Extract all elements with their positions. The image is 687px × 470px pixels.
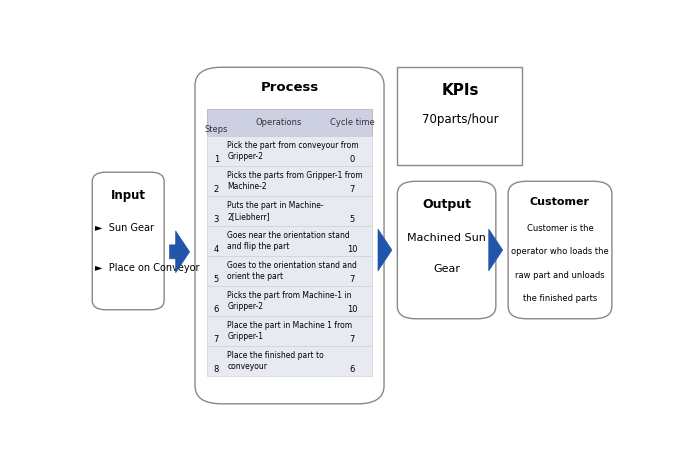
Text: 7: 7	[350, 185, 355, 194]
Text: 5: 5	[350, 215, 355, 224]
Text: 8: 8	[214, 365, 219, 374]
Text: Pick the part from conveyour from
Gripper-2: Pick the part from conveyour from Grippe…	[227, 141, 359, 161]
Text: 6: 6	[214, 305, 219, 314]
Text: raw part and unloads: raw part and unloads	[515, 271, 605, 280]
Text: Place the part in Machine 1 from
Gripper-1: Place the part in Machine 1 from Gripper…	[227, 321, 352, 341]
Text: Puts the part in Machine-
2[Liebherr]: Puts the part in Machine- 2[Liebherr]	[227, 201, 324, 221]
Text: 7: 7	[214, 335, 219, 344]
Text: 7: 7	[350, 275, 355, 284]
Text: Customer: Customer	[530, 197, 590, 207]
Text: 4: 4	[214, 245, 219, 254]
Text: Customer is the: Customer is the	[527, 224, 594, 233]
FancyBboxPatch shape	[207, 166, 372, 196]
Text: Output: Output	[422, 198, 471, 212]
Text: 7: 7	[350, 335, 355, 344]
FancyBboxPatch shape	[207, 196, 372, 226]
Text: Process: Process	[260, 81, 319, 94]
FancyBboxPatch shape	[207, 346, 372, 376]
Text: 3: 3	[214, 215, 219, 224]
Text: 70parts/hour: 70parts/hour	[422, 113, 498, 126]
FancyBboxPatch shape	[92, 172, 164, 310]
Text: 1: 1	[214, 155, 219, 164]
Text: Cycle time: Cycle time	[330, 118, 375, 127]
Text: Gear: Gear	[433, 264, 460, 274]
Text: 6: 6	[350, 365, 355, 374]
Text: KPIs: KPIs	[441, 83, 479, 98]
FancyBboxPatch shape	[207, 286, 372, 316]
FancyBboxPatch shape	[207, 256, 372, 286]
FancyBboxPatch shape	[207, 316, 372, 346]
Text: Goes near the orientation stand
and flip the part: Goes near the orientation stand and flip…	[227, 231, 350, 251]
Text: Goes to the orientation stand and
orient the part: Goes to the orientation stand and orient…	[227, 261, 357, 281]
Text: 2: 2	[214, 185, 219, 194]
FancyBboxPatch shape	[195, 67, 384, 404]
Text: Operations: Operations	[256, 118, 302, 127]
Text: Input: Input	[111, 189, 146, 202]
Text: operator who loads the: operator who loads the	[511, 247, 609, 256]
Text: ►  Sun Gear: ► Sun Gear	[95, 223, 154, 233]
Text: Place the finished part to
conveyour: Place the finished part to conveyour	[227, 351, 324, 371]
Text: Picks the parts from Gripper-1 from
Machine-2: Picks the parts from Gripper-1 from Mach…	[227, 171, 363, 191]
FancyBboxPatch shape	[397, 181, 496, 319]
FancyBboxPatch shape	[397, 67, 523, 165]
Text: 10: 10	[347, 245, 358, 254]
Text: 0: 0	[350, 155, 355, 164]
Text: Machined Sun: Machined Sun	[407, 233, 486, 243]
Text: 5: 5	[214, 275, 219, 284]
Text: the finished parts: the finished parts	[523, 294, 597, 303]
FancyBboxPatch shape	[207, 109, 372, 136]
FancyBboxPatch shape	[207, 226, 372, 256]
Text: ►  Place on Conveyor: ► Place on Conveyor	[95, 263, 199, 273]
FancyBboxPatch shape	[508, 181, 612, 319]
Text: Steps: Steps	[205, 125, 228, 134]
FancyBboxPatch shape	[207, 136, 372, 166]
Text: 10: 10	[347, 305, 358, 314]
Text: Picks the part from Machine-1 in
Gripper-2: Picks the part from Machine-1 in Gripper…	[227, 291, 352, 311]
